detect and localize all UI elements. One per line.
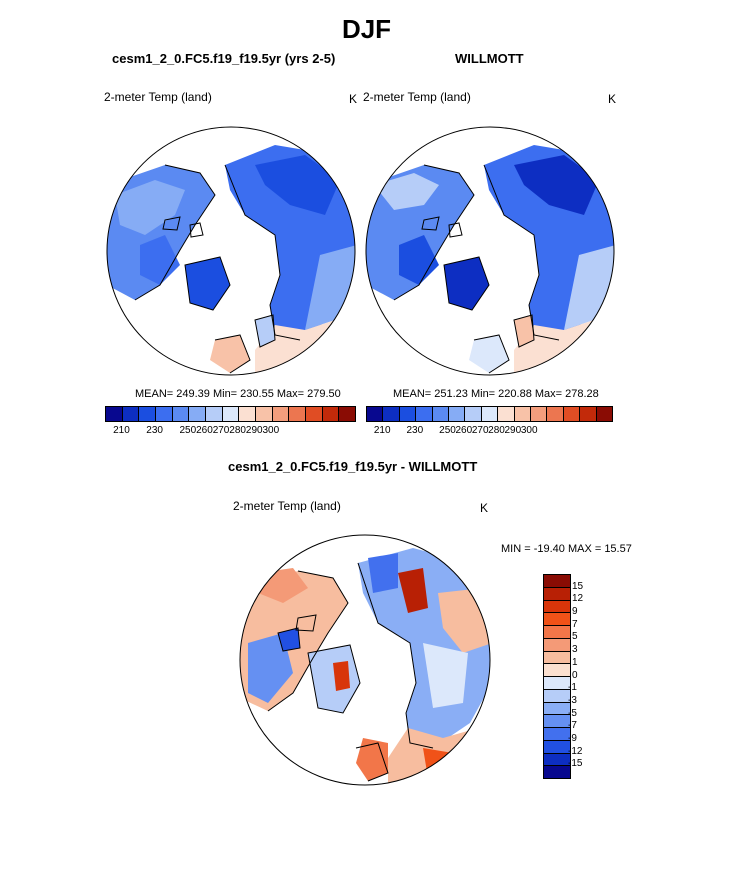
panel2-title: WILLMOTT	[455, 51, 524, 66]
panel2-variable-label: 2-meter Temp (land)	[363, 90, 471, 104]
colorbar-swatch	[544, 740, 570, 754]
colorbar-tick-label: 300	[262, 425, 280, 436]
colorbar-swatch	[449, 407, 466, 421]
colorbar-tick-label: 280	[488, 425, 505, 436]
colorbar-tick-label: 5	[572, 631, 578, 643]
colorbar-swatch	[383, 407, 400, 421]
colorbar-swatch	[172, 407, 190, 421]
colorbar-tick-label: 290	[504, 425, 522, 436]
panel2-units-label: K	[608, 92, 617, 106]
colorbar-tick-label: 12	[572, 593, 584, 605]
colorbar-tick-label: -12	[568, 745, 583, 757]
colorbar-swatch	[122, 407, 140, 421]
panel3-polar-map	[239, 534, 491, 786]
colorbar-swatch	[544, 766, 570, 778]
colorbar-tick-label: 230	[406, 425, 424, 436]
panel2-stats: MEAN= 251.23 Min= 220.88 Max= 278.28	[393, 388, 599, 400]
panel1-variable-label: 2-meter Temp (land)	[104, 90, 212, 104]
colorbar-tick-label: 270	[212, 425, 230, 436]
colorbar-swatch	[339, 407, 356, 421]
panel3-stats: MIN = -19.40 MAX = 15.57	[501, 543, 632, 555]
colorbar-swatch	[544, 587, 570, 601]
colorbar-swatch	[322, 407, 340, 421]
colorbar-swatch	[544, 664, 570, 677]
colorbar-swatch	[547, 407, 564, 421]
colorbar-tick-label: -5	[568, 707, 577, 719]
colorbar-swatch	[544, 728, 570, 741]
colorbar-swatch	[481, 407, 499, 421]
colorbar-tick-label: -7	[568, 720, 577, 732]
panel1-colorbar-ticks: 210 230 250 260 270 280 290 300	[105, 425, 356, 439]
panel2-colorbar-ticks: 210 230 250 260 270 280 290 300	[366, 425, 613, 439]
colorbar-tick-label: 230	[146, 425, 163, 436]
panel3-colorbar	[543, 574, 571, 779]
colorbar-tick-label: -15	[568, 758, 583, 770]
colorbar-swatch	[367, 407, 384, 421]
panel2-colorbar	[366, 406, 613, 422]
figure-title: DJF	[341, 14, 392, 44]
colorbar-swatch	[544, 575, 570, 588]
colorbar-swatch	[580, 407, 597, 421]
colorbar-swatch	[563, 407, 581, 421]
panel3-units-label: K	[480, 501, 489, 515]
colorbar-swatch	[222, 407, 240, 421]
colorbar-swatch	[416, 407, 433, 421]
colorbar-swatch	[544, 753, 570, 767]
colorbar-swatch	[544, 689, 570, 703]
panel3-title: cesm1_2_0.FC5.f19_f19.5yr - WILLMOTT	[228, 459, 478, 474]
colorbar-swatch	[544, 626, 570, 639]
colorbar-swatch	[544, 600, 570, 614]
colorbar-swatch	[399, 407, 417, 421]
colorbar-swatch	[544, 638, 570, 652]
panel1-colorbar	[105, 406, 356, 422]
colorbar-swatch	[289, 407, 307, 421]
colorbar-tick-label: 300	[520, 425, 538, 436]
colorbar-swatch	[544, 613, 570, 626]
colorbar-tick-label: 260	[196, 425, 213, 436]
panel3-colorbar-ticks: 15 12 9 7 5 3 1 0 -1 -3 -5 -7 -9 -12 -15	[568, 574, 612, 779]
colorbar-swatch	[544, 715, 570, 728]
panel1-title: cesm1_2_0.FC5.f19_f19.5yr (yrs 2-5)	[112, 51, 336, 66]
colorbar-swatch	[544, 677, 570, 690]
panel3-variable-label: 2-meter Temp (land)	[233, 499, 341, 513]
colorbar-tick-label: -3	[568, 694, 577, 706]
colorbar-tick-label: 260	[455, 425, 473, 436]
colorbar-swatch	[239, 407, 257, 421]
colorbar-tick-label: 3	[572, 644, 578, 656]
colorbar-swatch	[596, 407, 613, 421]
colorbar-tick-label: 250	[439, 425, 456, 436]
colorbar-swatch	[256, 407, 273, 421]
colorbar-swatch	[465, 407, 482, 421]
colorbar-tick-label: 210	[113, 425, 130, 436]
colorbar-tick-label: 0	[572, 669, 578, 681]
panel1-polar-map	[106, 126, 356, 376]
colorbar-tick-label: 7	[572, 618, 578, 630]
colorbar-swatch	[432, 407, 450, 421]
colorbar-tick-label: -1	[568, 682, 577, 694]
colorbar-swatch	[514, 407, 532, 421]
colorbar-swatch	[498, 407, 515, 421]
colorbar-swatch	[156, 407, 173, 421]
colorbar-swatch	[189, 407, 207, 421]
colorbar-swatch	[206, 407, 223, 421]
colorbar-tick-label: 290	[245, 425, 263, 436]
colorbar-swatch	[106, 407, 123, 421]
colorbar-swatch	[139, 407, 157, 421]
colorbar-tick-label: 1	[572, 656, 578, 668]
colorbar-swatch	[306, 407, 323, 421]
panel1-units-label: K	[349, 92, 358, 106]
panel2-polar-map	[365, 126, 615, 376]
panel1-stats: MEAN= 249.39 Min= 230.55 Max= 279.50	[135, 388, 341, 400]
colorbar-swatch	[544, 702, 570, 716]
colorbar-swatch	[272, 407, 290, 421]
colorbar-tick-label: 270	[471, 425, 489, 436]
colorbar-tick-label: 9	[572, 606, 578, 618]
colorbar-tick-label: 250	[179, 425, 197, 436]
colorbar-tick-label: -9	[568, 732, 577, 744]
colorbar-tick-label: 210	[373, 425, 391, 436]
colorbar-swatch	[531, 407, 548, 421]
colorbar-tick-label: 15	[572, 580, 584, 592]
colorbar-tick-label: 280	[229, 425, 246, 436]
colorbar-swatch	[544, 651, 570, 665]
